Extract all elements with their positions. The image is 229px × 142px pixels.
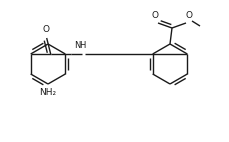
Text: O: O: [152, 11, 158, 20]
Text: O: O: [185, 11, 193, 20]
Text: N: N: [74, 41, 81, 50]
Text: O: O: [42, 25, 49, 34]
Text: NH₂: NH₂: [39, 88, 57, 97]
Text: H: H: [79, 41, 86, 50]
